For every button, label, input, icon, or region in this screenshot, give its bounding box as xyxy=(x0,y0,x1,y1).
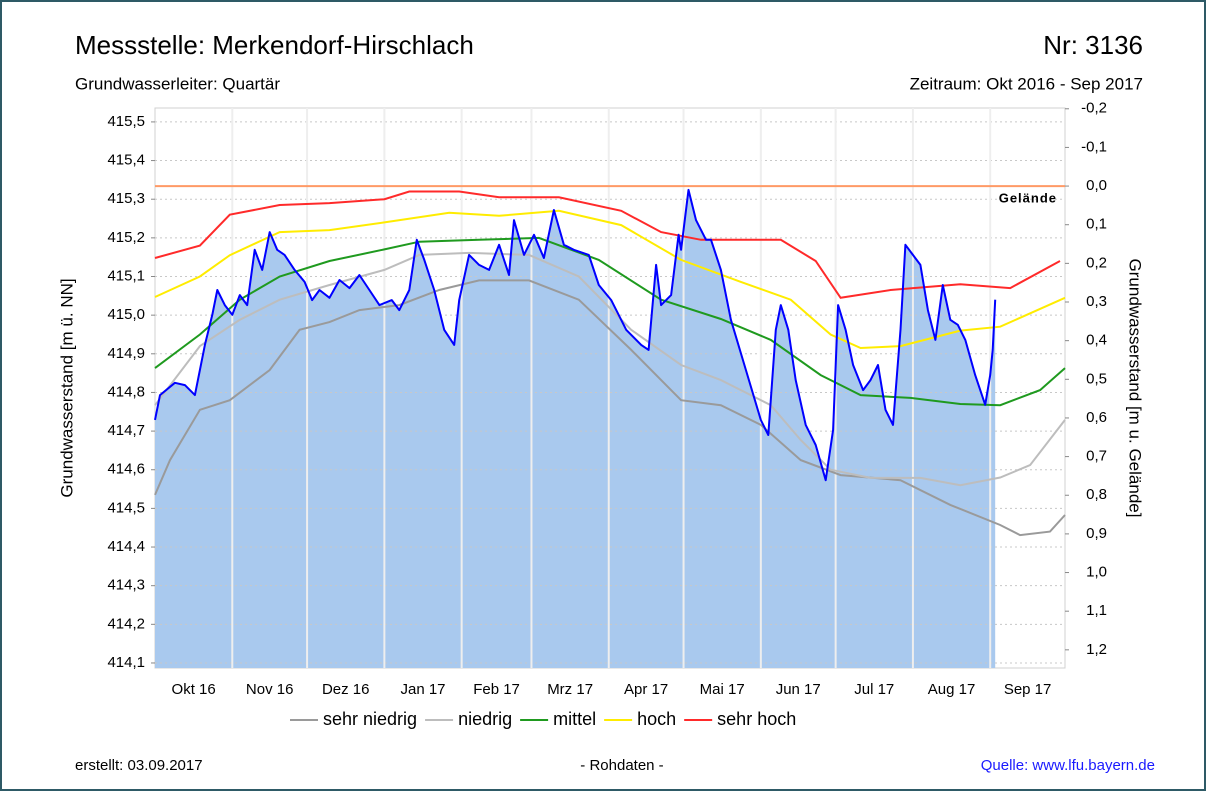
y2-tick-label: 0,8 xyxy=(1086,486,1107,503)
y2-tick-label: 0,2 xyxy=(1086,254,1107,271)
y-tick-label: 414,9 xyxy=(107,345,145,362)
y2-tick-label: 0,7 xyxy=(1086,448,1107,465)
y-tick-label: 415,1 xyxy=(107,267,145,284)
y-tick-label: 414,4 xyxy=(107,538,145,555)
created-date: erstellt: 03.09.2017 xyxy=(75,757,203,774)
y-tick-label: 414,7 xyxy=(107,422,145,439)
y-tick-label: 414,6 xyxy=(107,461,145,478)
x-tick-label: Okt 16 xyxy=(172,681,216,698)
y-axis-label: Grundwasserstand [m ü. NN] xyxy=(57,278,76,497)
y2-tick-label: 0,4 xyxy=(1086,332,1107,349)
source[interactable]: Quelle: www.lfu.bayern.de xyxy=(981,757,1155,774)
x-tick-label: Mrz 17 xyxy=(547,681,593,698)
legend-label: niedrig xyxy=(458,709,512,729)
y-tick-label: 415,5 xyxy=(107,113,145,130)
y2-tick-label: 1,2 xyxy=(1086,641,1107,658)
x-tick-label: Mai 17 xyxy=(700,681,745,698)
y2-tick-label: 0,9 xyxy=(1086,525,1107,542)
x-tick-label: Aug 17 xyxy=(928,681,976,698)
y-tick-label: 415,2 xyxy=(107,229,145,246)
y2-tick-label: -0,2 xyxy=(1081,100,1107,117)
band-line xyxy=(154,190,1061,299)
data-note: - Rohdaten - xyxy=(580,757,663,774)
legend-label: sehr hoch xyxy=(717,709,796,729)
y2-tick-label: 0,1 xyxy=(1086,216,1107,233)
x-tick-label: Jan 17 xyxy=(400,681,445,698)
legend-label: sehr niedrig xyxy=(323,709,417,729)
legend-label: mittel xyxy=(553,709,596,729)
y-tick-label: 414,1 xyxy=(107,654,145,671)
y2-tick-label: 1,0 xyxy=(1086,564,1107,581)
x-tick-label: Jun 17 xyxy=(776,681,821,698)
station-number: Nr: 3136 xyxy=(1043,30,1143,60)
y-tick-label: 414,5 xyxy=(107,499,145,516)
aquifer: Grundwasserleiter: Quartär xyxy=(75,74,280,93)
y-tick-label: 414,3 xyxy=(107,577,145,594)
y-tick-label: 415,0 xyxy=(107,306,145,323)
y-tick-label: 414,8 xyxy=(107,383,145,400)
x-tick-label: Feb 17 xyxy=(473,681,520,698)
x-tick-label: Nov 16 xyxy=(246,681,294,698)
y2-tick-label: 1,1 xyxy=(1086,602,1107,619)
y2-tick-label: 0,3 xyxy=(1086,293,1107,310)
y2-tick-label: 0,5 xyxy=(1086,370,1107,387)
x-tick-label: Jul 17 xyxy=(854,681,894,698)
band-line xyxy=(154,251,1066,487)
x-tick-label: Dez 16 xyxy=(322,681,370,698)
measured-line xyxy=(154,188,997,482)
x-tick-label: Sep 17 xyxy=(1004,681,1052,698)
band-line xyxy=(154,279,1066,537)
band-line xyxy=(154,236,1066,407)
legend-label: hoch xyxy=(637,709,676,729)
y-tick-label: 415,4 xyxy=(107,152,145,169)
y2-axis-label: Grundwasserstand [m u. Gelände] xyxy=(1126,259,1145,518)
band-line xyxy=(154,209,1066,350)
period: Zeitraum: Okt 2016 - Sep 2017 xyxy=(910,74,1143,93)
y-tick-label: 414,2 xyxy=(107,615,145,632)
y2-tick-label: 0,0 xyxy=(1086,177,1107,194)
chart-title: Messstelle: Merkendorf-Hirschlach xyxy=(75,30,474,60)
reference-label: Gelände xyxy=(999,191,1057,206)
x-tick-label: Apr 17 xyxy=(624,681,668,698)
y2-tick-label: -0,1 xyxy=(1081,138,1107,155)
y-tick-label: 415,3 xyxy=(107,190,145,207)
y2-tick-label: 0,6 xyxy=(1086,409,1107,426)
